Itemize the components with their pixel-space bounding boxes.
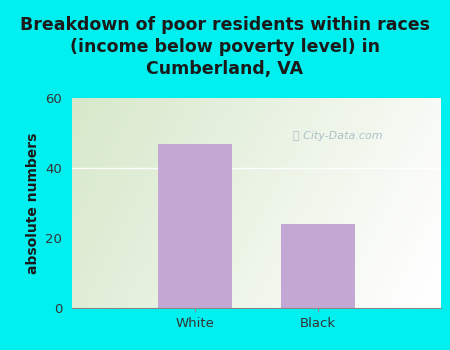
Bar <box>281 224 355 308</box>
Text: Breakdown of poor residents within races
(income below poverty level) in
Cumberl: Breakdown of poor residents within races… <box>20 16 430 78</box>
Text: ⓘ City-Data.com: ⓘ City-Data.com <box>293 131 382 141</box>
Bar <box>158 144 232 308</box>
Y-axis label: absolute numbers: absolute numbers <box>26 132 40 274</box>
